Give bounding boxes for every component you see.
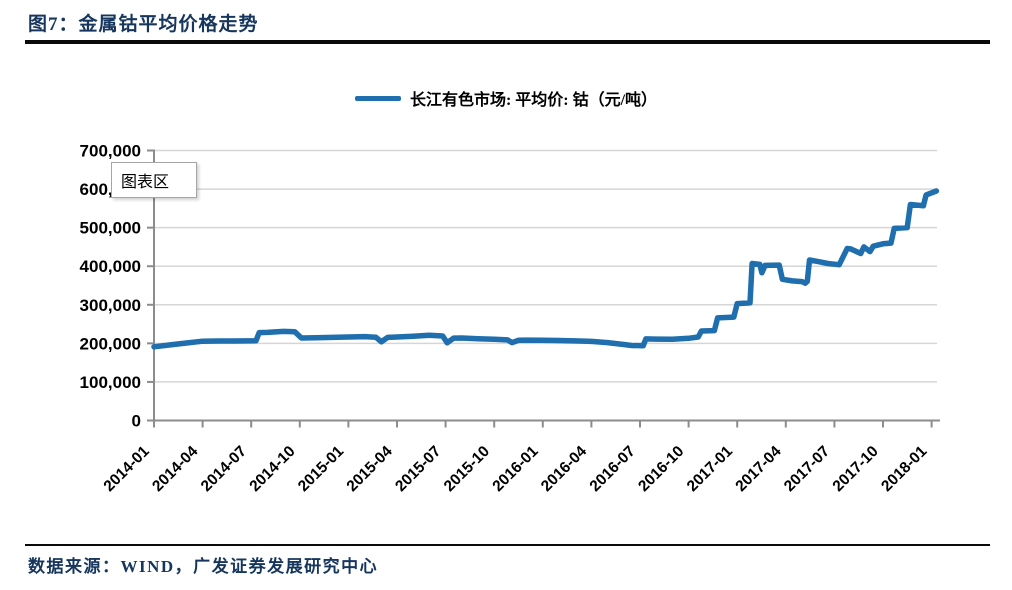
- svg-text:2015-01: 2015-01: [295, 443, 348, 496]
- plot-area[interactable]: [154, 151, 937, 421]
- svg-text:2015-10: 2015-10: [441, 443, 493, 495]
- legend-line-marker-icon: [354, 95, 401, 101]
- svg-text:2017-01: 2017-01: [684, 443, 737, 496]
- x-axis-labels: 2014-012014-042014-072014-102015-012015-…: [101, 443, 931, 496]
- svg-text:2016-10: 2016-10: [635, 443, 687, 495]
- svg-text:2016-01: 2016-01: [489, 443, 542, 496]
- chart-legend: 长江有色市场: 平均价: 钴（元/吨）: [0, 86, 1012, 110]
- svg-text:400,000: 400,000: [80, 257, 141, 276]
- svg-text:0: 0: [132, 412, 141, 431]
- figure-title: 图7：金属钴平均价格走势: [28, 14, 259, 35]
- svg-text:100,000: 100,000: [80, 373, 141, 392]
- svg-text:2017-04: 2017-04: [732, 443, 785, 496]
- title-divider: [25, 40, 990, 44]
- data-source-note: 数据来源：WIND，广发证券发展研究中心: [28, 557, 379, 576]
- svg-text:2014-10: 2014-10: [246, 443, 298, 495]
- price-series-line: [151, 188, 940, 350]
- svg-text:500,000: 500,000: [80, 219, 141, 238]
- footer-divider: [25, 544, 990, 546]
- svg-text:2016-04: 2016-04: [538, 443, 591, 496]
- chart-area-tooltip: 图表区: [111, 162, 197, 198]
- svg-text:200,000: 200,000: [80, 334, 141, 353]
- svg-text:2014-07: 2014-07: [198, 443, 250, 495]
- svg-text:2014-04: 2014-04: [149, 443, 202, 496]
- svg-text:2014-01: 2014-01: [101, 443, 154, 496]
- svg-text:700,000: 700,000: [80, 142, 141, 161]
- axes: [147, 149, 940, 428]
- svg-text:2017-07: 2017-07: [781, 443, 833, 495]
- svg-text:2018-01: 2018-01: [878, 443, 931, 496]
- svg-text:2015-04: 2015-04: [344, 443, 397, 496]
- svg-text:2016-07: 2016-07: [587, 443, 639, 495]
- svg-text:2015-07: 2015-07: [392, 443, 444, 495]
- legend-series-label: 长江有色市场: 平均价: 钴（元/吨）: [409, 92, 658, 109]
- svg-text:2017-10: 2017-10: [830, 443, 882, 495]
- cobalt-price-line-chart: 0100,000200,000300,000400,000500,000600,…: [80, 142, 940, 496]
- svg-text:300,000: 300,000: [80, 296, 141, 315]
- gridlines: [154, 149, 937, 383]
- chart-area-tooltip-label: 图表区: [121, 174, 170, 191]
